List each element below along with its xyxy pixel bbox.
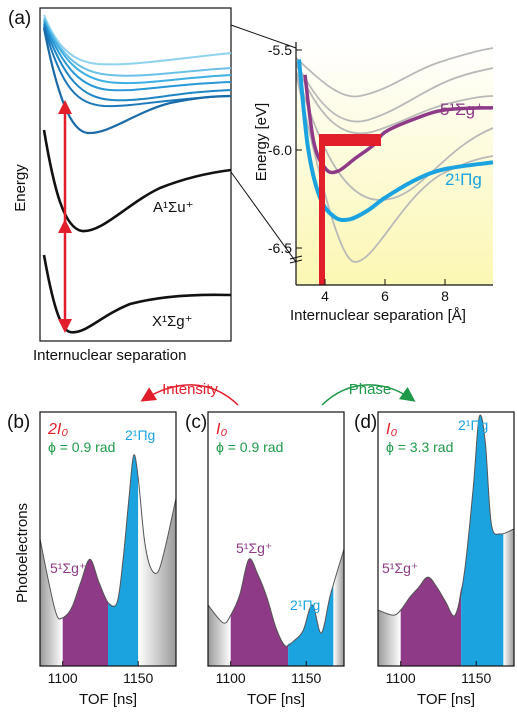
panel-b-label: (b) <box>7 412 30 433</box>
zoom-connector-top <box>230 24 297 49</box>
panel-c-frame <box>207 411 345 667</box>
inset-ytick-1: -5.5 <box>268 42 292 58</box>
panel-d-spectrum-line <box>377 414 515 617</box>
x-state-curve <box>42 254 232 334</box>
inset-xtick-2: 6 <box>381 288 389 304</box>
panel-d-xtick: 1100 <box>386 670 416 686</box>
rydberg-curve-7 <box>42 27 232 135</box>
rydberg-curve-2 <box>43 17 232 77</box>
excitation-band <box>319 134 381 146</box>
a-state-label: A¹Σu⁺ <box>153 199 194 216</box>
panel-c-spectrum-line <box>207 549 345 647</box>
panel-c-pi-area <box>288 584 334 666</box>
phase-arrow-label: Phase <box>349 381 392 398</box>
panel-d-gray-right <box>503 528 514 666</box>
panel-c-xlabel: TOF [ns] <box>247 691 305 708</box>
panel-b-gray-right <box>138 478 176 666</box>
panel-c-phase: ϕ = 0.9 rad <box>216 439 283 455</box>
arrow-head-mid <box>58 219 72 233</box>
inset-xtick-1: 4 <box>321 288 329 304</box>
intensity-arrow-label: Intensity <box>162 381 218 398</box>
gray-curve-1 <box>295 47 494 98</box>
panel-a: (a) Energy Internuclear separation A¹Σu⁺… <box>8 7 232 364</box>
inset-panel: -5.5 -6.0 -6.5 4 6 8 Energy [eV] Internu… <box>253 42 494 324</box>
inset-series-group <box>297 59 494 223</box>
panel-d-xtick: 1150 <box>461 670 491 686</box>
inset-ytick-2: -6.0 <box>268 142 292 158</box>
panel-b-xtick: 1100 <box>48 670 78 686</box>
panel-b-frame <box>39 411 177 667</box>
zoom-connector-bottom <box>230 171 297 263</box>
gray-curve-3 <box>295 63 494 135</box>
panel-c-intensity: I₀ <box>216 421 227 438</box>
panel-d-pi-area <box>461 415 504 666</box>
panel-b-phase: ϕ = 0.9 rad <box>48 439 115 455</box>
panel-b-pi-label: 2¹Πg <box>125 427 155 443</box>
axis-break-mark-1 <box>289 255 303 260</box>
axis-break-mark-2 <box>289 259 303 264</box>
panel-c-xtick: 1100 <box>216 670 246 686</box>
x-state-label: X¹Σg⁺ <box>152 313 193 330</box>
rydberg-curve-5 <box>43 23 232 102</box>
panel-d-label: (d) <box>354 412 377 433</box>
panel-a-label: (a) <box>8 8 31 29</box>
panel-d: (d) 1100 1150 TOF [ns] I₀ϕ = 3.3 rad 5¹Σg⁺ 2¹… <box>354 411 515 708</box>
panel-d-sigma-area <box>400 577 462 666</box>
a-state-curve <box>42 129 232 233</box>
photoelectrons-ylabel: Photoelectrons <box>14 503 31 603</box>
panel-c-gray-right <box>333 549 344 666</box>
panel-b-spectrum-line <box>39 454 177 620</box>
panel-d-phase: ϕ = 3.3 rad <box>386 439 453 455</box>
panel-c: (c) 1100 1150 TOF [ns] I₀ϕ = 0.9 rad 5¹Σg⁺ 2¹… <box>185 411 345 708</box>
rydberg-curve-4 <box>43 21 232 92</box>
transition-arrows: Intensity Phase <box>140 381 416 406</box>
inset-sigma-label: 5¹Σg⁺ <box>440 100 484 119</box>
panel-b-gray-left <box>40 539 63 666</box>
inset-xtick-3: 8 <box>441 288 449 304</box>
panel-a-frame <box>39 7 232 342</box>
panel-b-xlabel: TOF [ns] <box>79 691 137 708</box>
panel-c-sigma-area <box>230 558 289 666</box>
rydberg-curve-1 <box>43 14 232 66</box>
phase-arrow <box>321 384 416 406</box>
arrow-head-top <box>58 100 72 114</box>
rydberg-curve-6 <box>43 25 232 108</box>
rydberg-curve-3 <box>43 19 232 85</box>
panel-c-sigma-label: 5¹Σg⁺ <box>236 540 272 556</box>
panel-d-xlabel: TOF [ns] <box>417 691 475 708</box>
panel-d-gray-left <box>378 610 401 666</box>
panel-c-pi-label: 2¹Πg <box>290 597 320 613</box>
inset-series-sigma <box>303 74 494 175</box>
panel-c-label: (c) <box>185 412 207 433</box>
panel-d-sigma-label: 5¹Σg⁺ <box>382 560 418 576</box>
excitation-vertical <box>319 137 325 285</box>
panel-b-sigma-area <box>62 559 108 666</box>
inset-ylabel: Energy [eV] <box>253 103 270 181</box>
panel-d-frame <box>377 411 515 667</box>
panel-a-ylabel: Energy <box>12 164 29 212</box>
inset-series-pi <box>297 59 494 223</box>
panel-c-xtick: 1150 <box>291 670 321 686</box>
inset-ytick-3: -6.5 <box>268 240 292 256</box>
panel-d-intensity: I₀ <box>386 421 397 438</box>
panel-a-xlabel: Internuclear separation <box>33 347 186 364</box>
inset-xlabel: Internuclear separation [Å] <box>290 307 466 324</box>
panel-b-xtick: 1150 <box>123 670 153 686</box>
inset-pi-label: 2¹Πg <box>445 170 482 189</box>
gray-curve-2 <box>295 61 494 123</box>
panel-d-pi-label: 2¹Πg <box>458 417 488 433</box>
arrow-head-bottom <box>58 319 72 333</box>
panel-b-sigma-label: 5¹Σg⁺ <box>50 560 86 576</box>
panel-c-gray-left <box>208 605 231 666</box>
intensity-arrow <box>140 384 239 406</box>
panel-b-intensity: 2I₀ <box>47 421 68 438</box>
